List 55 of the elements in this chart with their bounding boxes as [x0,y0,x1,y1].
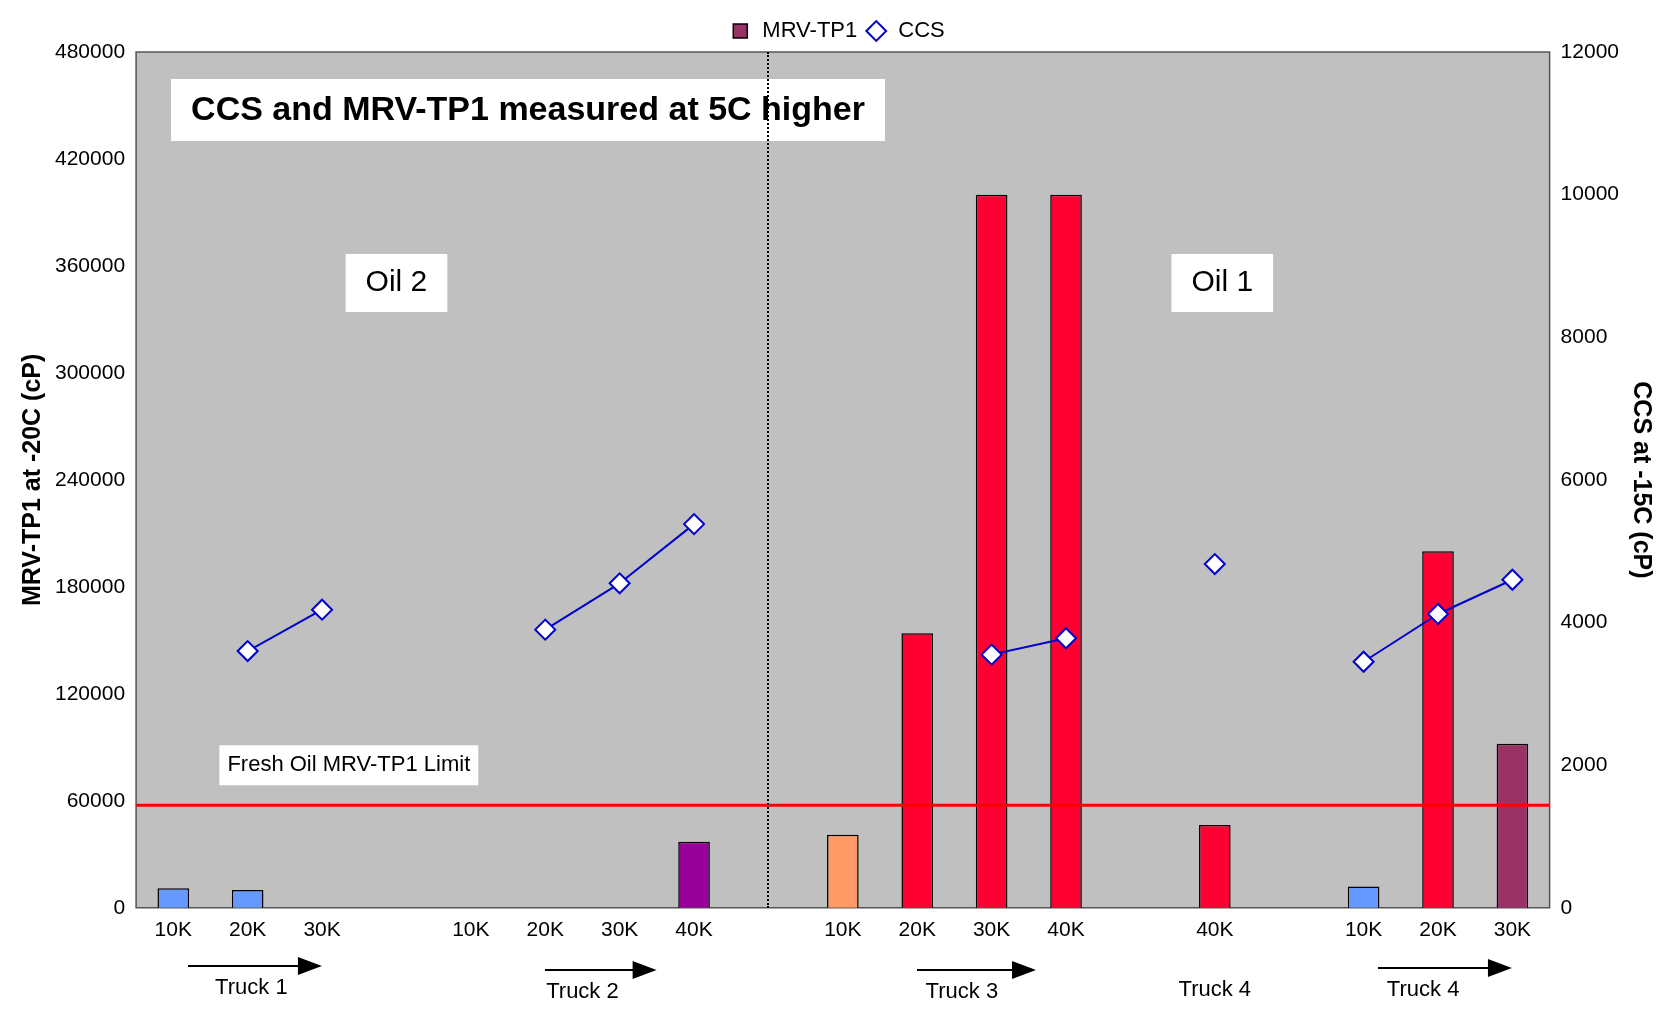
y2-tick-label: 8000 [1560,324,1608,348]
x-tick-label: 30K [303,917,341,941]
point [1055,627,1078,650]
y-tick-label: 480000 [55,38,126,62]
y-tick-label: 180000 [55,573,126,597]
point [1203,553,1226,576]
legend-label: CCS [898,17,945,43]
annotation: Oil 2 [365,264,428,298]
x-tick-label: 40K [675,917,713,941]
y-tick-label: 420000 [55,145,126,169]
x-tick-label: 20K [898,917,936,941]
y-tick-label: 360000 [55,252,126,276]
x-tick-label: 20K [228,917,267,941]
y2-axis-title: CCS at -15C (cP) [1629,381,1658,579]
y2-tick-label: 2000 [1560,751,1608,775]
y2-tick-label: 4000 [1560,609,1608,633]
x-tick-label: 10K [1344,917,1383,941]
y-tick-label: 0 [113,894,126,918]
annotation: Oil 1 [1191,264,1254,298]
x-tick-label: 40K [1047,917,1085,941]
y-axis-title: MRV-TP1 at -20C (cP) [16,353,45,607]
point [980,643,1003,666]
x-tick-label: 10K [452,917,490,941]
legend-label: MRV-TP1 [762,17,858,43]
y2-tick-label: 0 [1560,894,1573,918]
y2-tick-label: 10000 [1560,181,1620,205]
x-tick-label: 30K [1493,917,1532,941]
y-tick-label: 120000 [55,680,126,704]
point [1352,650,1375,673]
x-tick-label: 20K [526,917,564,941]
point [1501,568,1524,591]
point [683,513,706,536]
text: Truck 4 [1178,975,1252,1001]
text: Truck 2 [546,977,619,1003]
x-tick-label: 10K [154,917,192,941]
point [1427,602,1450,625]
text: Truck 1 [215,973,288,999]
text: CCS and MRV-TP1 measured at 5C higher [191,89,865,128]
y-tick-label: 300000 [55,359,126,383]
x-tick-label: 10K [824,917,862,941]
y-tick-label: 240000 [55,466,126,490]
point [236,640,259,663]
x-tick-label: 30K [600,917,639,941]
y2-tick-label: 6000 [1560,466,1608,490]
y-tick-label: 60000 [66,787,126,811]
point [608,572,631,595]
text: Truck 4 [1386,975,1460,1001]
ref-line-label: Fresh Oil MRV-TP1 Limit [227,751,471,777]
y2-tick-label: 12000 [1560,38,1620,62]
x-tick-label: 30K [972,917,1011,941]
x-tick-label: 40K [1196,917,1234,941]
point [311,598,334,621]
x-tick-label: 20K [1419,917,1457,941]
text: Truck 3 [925,977,999,1003]
point [534,618,557,641]
